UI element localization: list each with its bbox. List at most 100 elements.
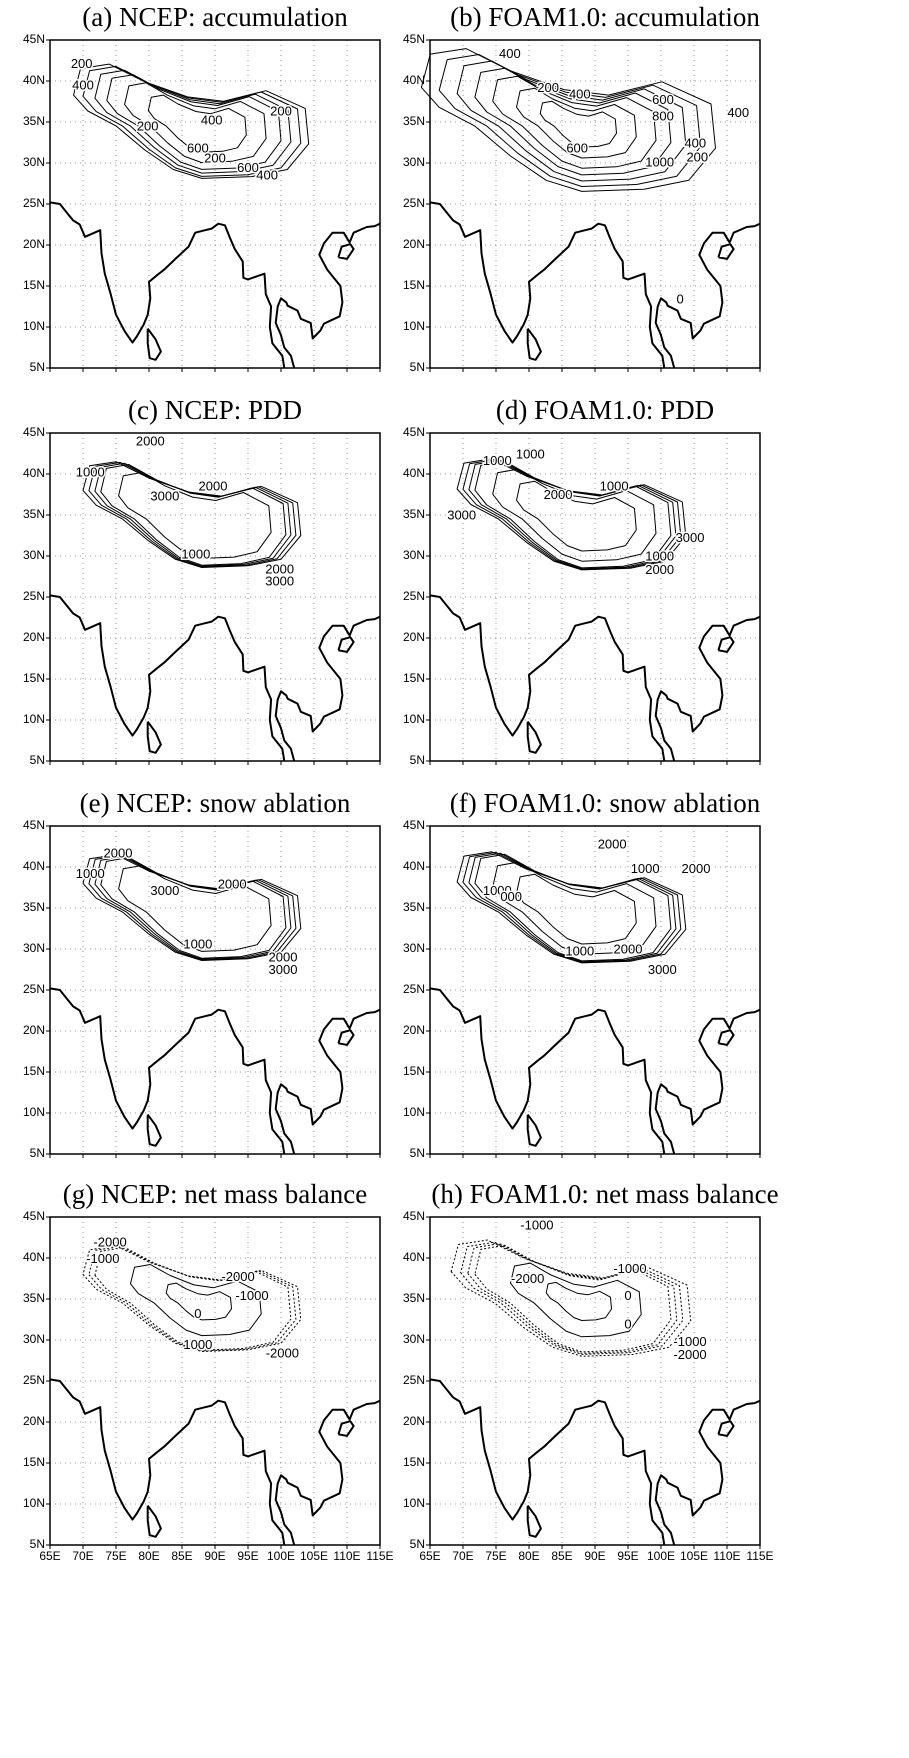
- lat-tick-label: 30N: [403, 941, 425, 955]
- contour-line: [492, 861, 657, 955]
- lat-tick-label: 20N: [403, 237, 425, 251]
- contour-label: 200: [686, 150, 708, 165]
- lat-tick-label: 5N: [410, 1537, 425, 1551]
- contour-label: 1000: [565, 944, 594, 959]
- contour-line: [516, 480, 637, 552]
- coastline: [49, 594, 286, 762]
- contour-line: [100, 464, 287, 566]
- lat-tick-label: 40N: [23, 1250, 45, 1264]
- contour-label: -2000: [511, 1271, 544, 1286]
- coastline: [49, 1378, 286, 1546]
- coastline: [429, 201, 666, 369]
- contour-label: 400: [201, 113, 223, 128]
- lon-tick-label: 85E: [551, 1549, 572, 1563]
- contour-label: 1000: [76, 866, 105, 881]
- panel-title: (b) FOAM1.0: accumulation: [450, 2, 760, 32]
- contour-line: [474, 460, 672, 569]
- contour-label: 0: [677, 291, 684, 306]
- lat-tick-label: 5N: [410, 753, 425, 767]
- lat-tick-label: 15N: [403, 1455, 425, 1469]
- contour-line: [539, 100, 617, 148]
- lat-tick-label: 45N: [403, 818, 425, 832]
- contour-label: 200: [204, 150, 226, 165]
- contour-label: 200: [137, 118, 159, 133]
- contour-line: [462, 458, 682, 570]
- contour-label: 600: [652, 92, 674, 107]
- lat-tick-label: 25N: [403, 1373, 425, 1387]
- coastline: [146, 1114, 162, 1147]
- panel-title: (c) NCEP: PDD: [128, 395, 302, 425]
- lat-tick-label: 30N: [23, 941, 45, 955]
- coastline: [146, 328, 162, 361]
- coastline: [274, 615, 381, 762]
- lat-tick-label: 35N: [403, 507, 425, 521]
- contour-label: 1000: [76, 465, 105, 480]
- contour-line: [82, 1245, 302, 1352]
- lat-tick-label: 15N: [23, 671, 45, 685]
- contour-label: 3000: [150, 883, 179, 898]
- coastline: [337, 243, 355, 260]
- coastline: [274, 1008, 381, 1155]
- lon-tick-label: 95E: [237, 1549, 258, 1563]
- panel-title: (g) NCEP: net mass balance: [63, 1179, 367, 1209]
- contour-line: [106, 74, 282, 170]
- contour-line: [94, 1246, 292, 1351]
- contour-line: [82, 461, 302, 568]
- lon-tick-label: 80E: [138, 1549, 159, 1563]
- lon-tick-label: 70E: [72, 1549, 93, 1563]
- contour-label: 600: [187, 140, 209, 155]
- contour-label: -2000: [93, 1235, 126, 1250]
- contour-label: 400: [684, 136, 706, 151]
- contour-label: 3000: [676, 530, 705, 545]
- contour-label: 2000: [614, 941, 643, 956]
- contour-label: 2000: [682, 861, 711, 876]
- map-panel: 1000 100020001000300030001000200045N40N35…: [403, 425, 761, 767]
- lat-tick-label: 25N: [23, 1373, 45, 1387]
- lat-tick-label: 20N: [403, 1023, 425, 1037]
- coastline: [429, 1378, 666, 1546]
- lat-tick-label: 35N: [403, 114, 425, 128]
- contour-line: [456, 851, 687, 964]
- contour-line: [130, 1264, 262, 1337]
- panel-title: (d) FOAM1.0: PDD: [496, 395, 714, 425]
- lat-tick-label: 40N: [403, 466, 425, 480]
- lat-tick-label: 10N: [23, 1105, 45, 1119]
- coastline: [146, 721, 162, 754]
- contour-label: 1000: [483, 453, 512, 468]
- contour-line: [510, 1262, 642, 1338]
- coastline: [654, 222, 761, 369]
- contour-label: 1000: [645, 154, 674, 169]
- contour-label: 2000: [199, 479, 228, 494]
- contour-line: [82, 65, 302, 177]
- lat-tick-label: 30N: [23, 1332, 45, 1346]
- lat-tick-label: 30N: [403, 1332, 425, 1346]
- contour-label: 2000: [104, 845, 133, 860]
- coastline: [717, 1029, 735, 1046]
- contour-label: 400: [727, 105, 749, 120]
- coastline: [526, 328, 542, 361]
- lon-tick-label: 115E: [366, 1549, 393, 1563]
- contour-line: [474, 1244, 672, 1353]
- contour-line: [545, 1281, 612, 1321]
- coastline: [337, 636, 355, 653]
- lat-tick-label: 10N: [403, 319, 425, 333]
- map-panel: -2000-1000-2000-100001000-200045N40N35N3…: [23, 1209, 394, 1563]
- contour-label: 600: [237, 160, 259, 175]
- coastline: [654, 1008, 761, 1155]
- coastline: [717, 1420, 735, 1437]
- panel-title: (h) FOAM1.0: net mass balance: [431, 1179, 778, 1209]
- coastline: [337, 1029, 355, 1046]
- lat-tick-label: 25N: [403, 589, 425, 603]
- contour-label: 2000: [598, 836, 627, 851]
- contour-label: -1000: [235, 1288, 268, 1303]
- coastline: [49, 987, 286, 1155]
- lat-tick-label: 20N: [23, 630, 45, 644]
- contour-line: [456, 458, 687, 571]
- contour-label: 2000: [218, 876, 247, 891]
- map-panel: -1000-2000-100000-1000-200045N40N35N30N2…: [403, 1209, 774, 1563]
- lat-tick-label: 15N: [403, 1064, 425, 1078]
- lat-tick-label: 15N: [403, 671, 425, 685]
